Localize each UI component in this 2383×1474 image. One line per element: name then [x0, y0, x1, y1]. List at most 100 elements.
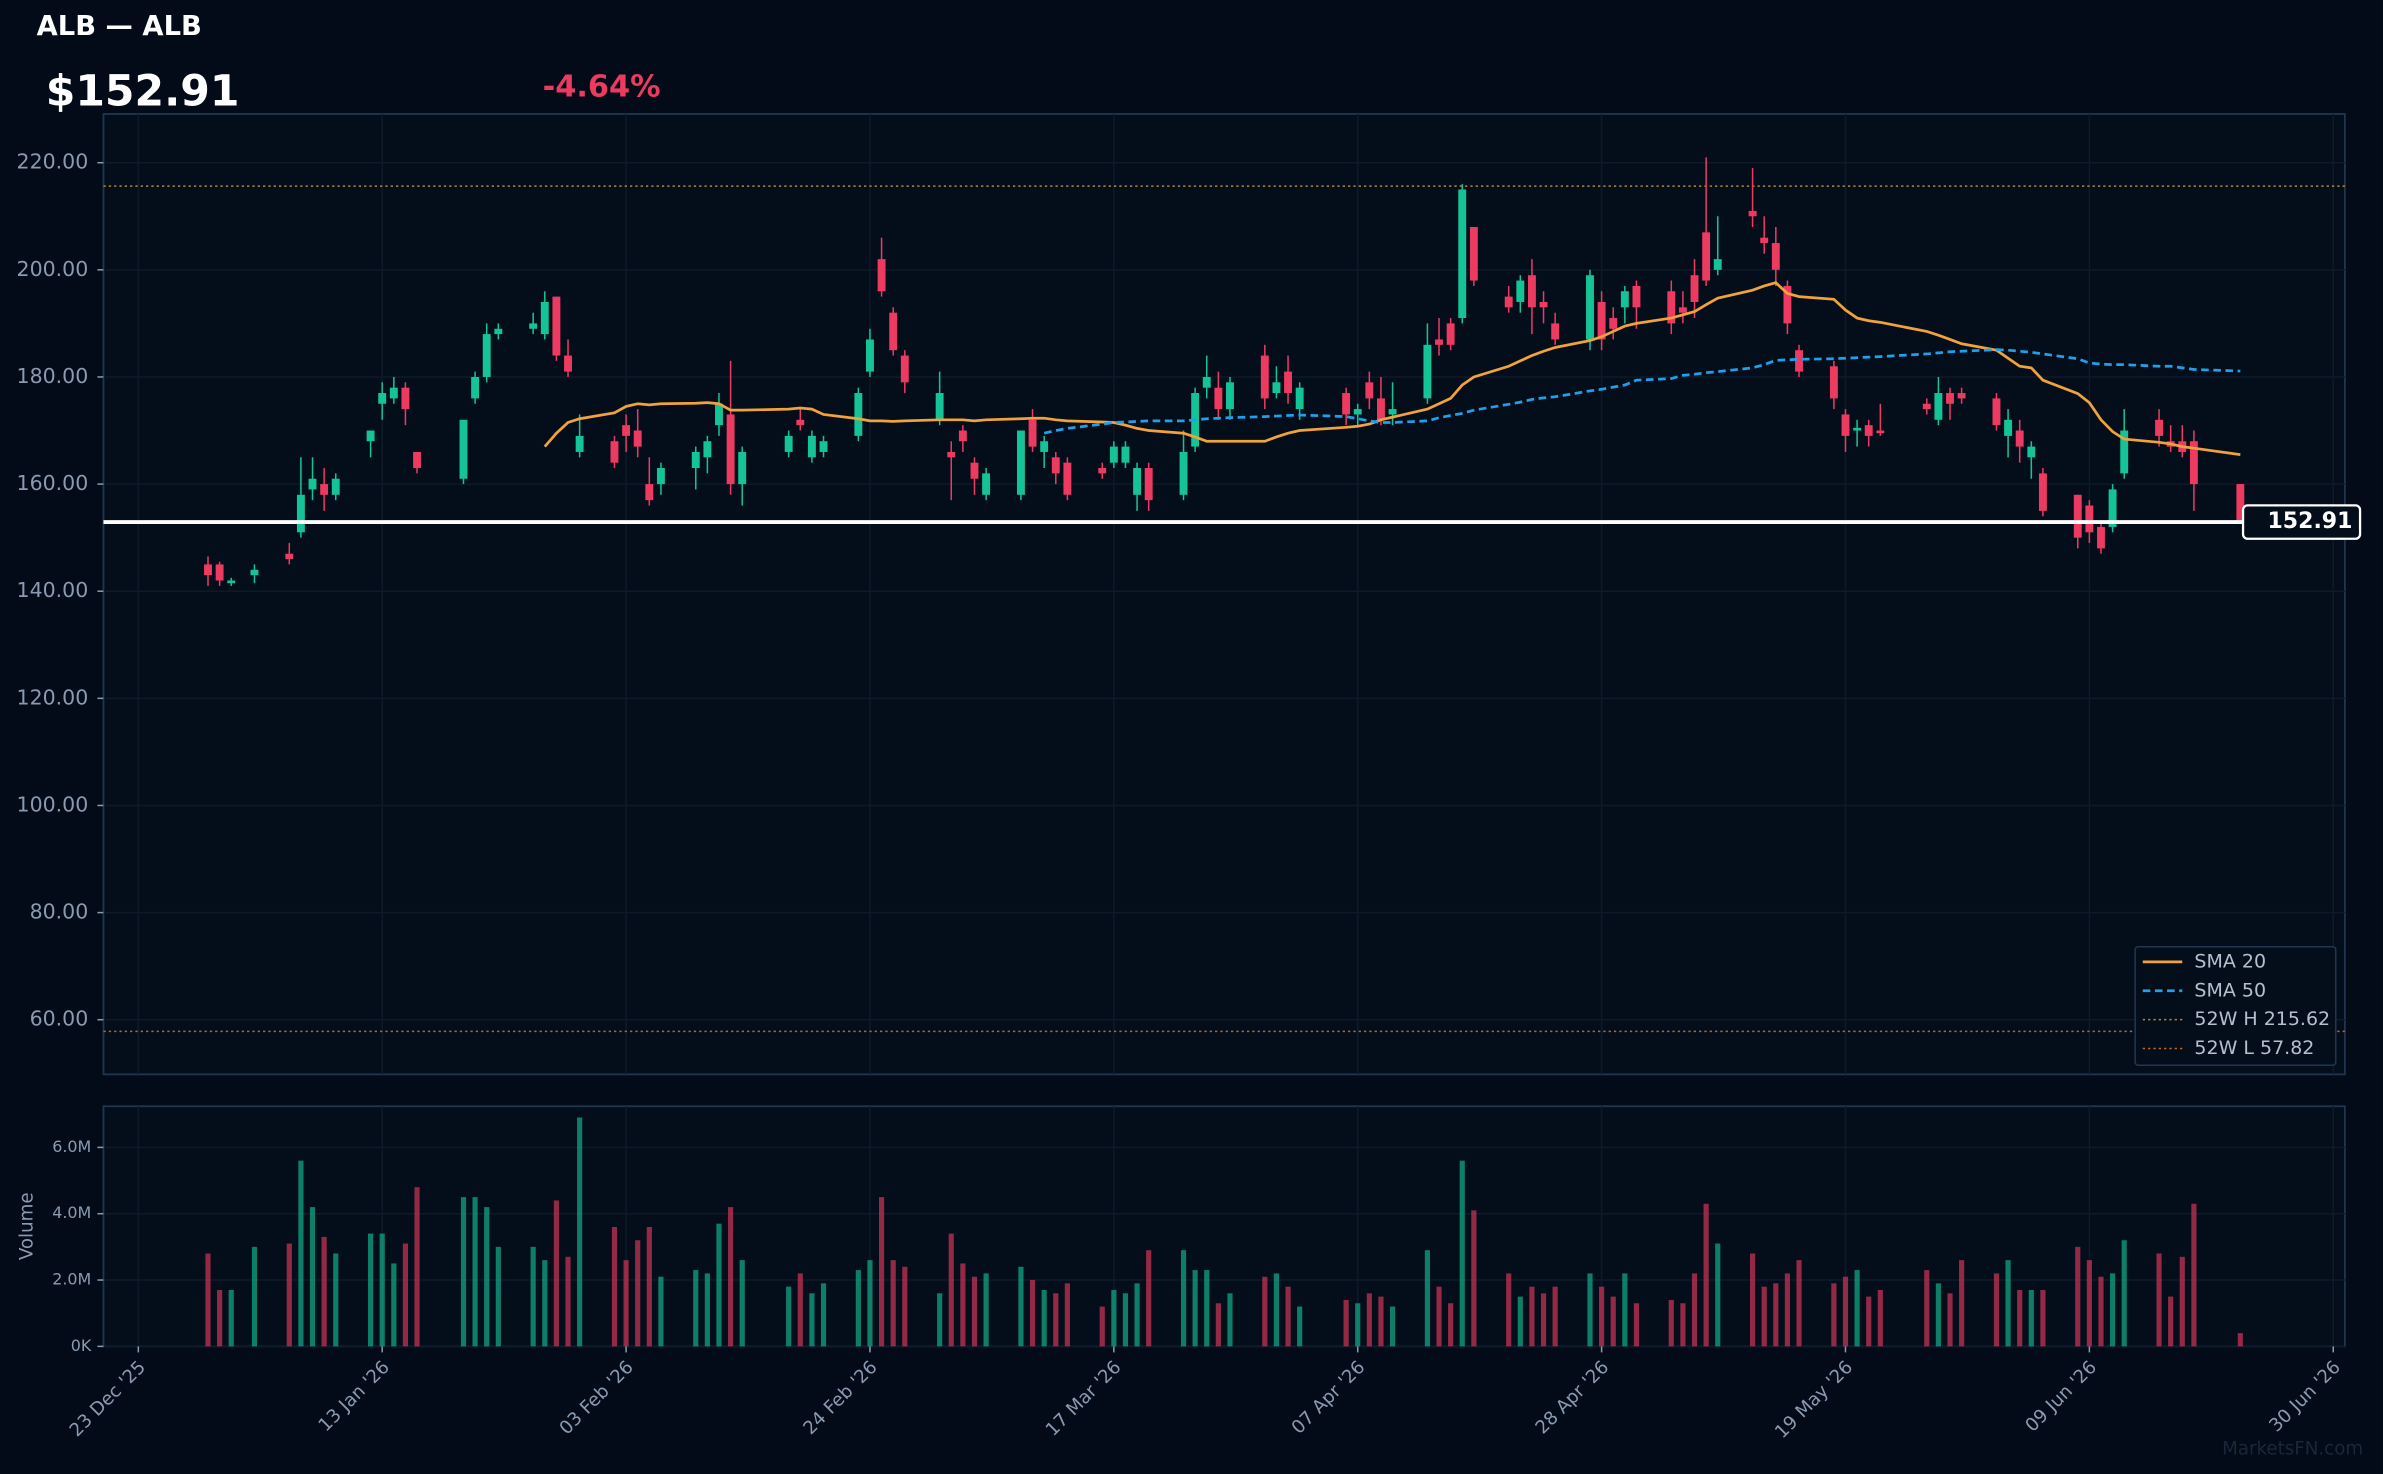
y-tick-label: 140.00 — [17, 578, 89, 602]
candle-body — [819, 441, 828, 452]
volume-bar — [1517, 1296, 1523, 1347]
volume-bar — [1622, 1273, 1628, 1347]
volume-bar — [577, 1117, 583, 1347]
y-tick-label: 60.00 — [30, 1007, 89, 1031]
candle-body — [645, 484, 654, 501]
volume-bar — [1761, 1286, 1767, 1347]
volume-bar — [704, 1273, 710, 1347]
legend-label: SMA 20 — [2194, 950, 2266, 972]
candle-body — [1783, 285, 1792, 324]
candle-body — [877, 259, 886, 292]
volume-bar — [867, 1260, 873, 1347]
y-tick-label: 100.00 — [17, 792, 89, 816]
candle-body — [1632, 285, 1641, 308]
volume-bar — [2179, 1256, 2185, 1347]
y-tick-label: 220.00 — [17, 150, 89, 174]
volume-bar — [553, 1200, 559, 1347]
volume-bar — [251, 1246, 258, 1347]
candle-body — [1864, 425, 1873, 436]
volume-bar — [890, 1260, 896, 1347]
candle-body — [1121, 446, 1130, 463]
candle-body — [1876, 430, 1885, 434]
candle-body — [1946, 393, 1954, 404]
volume-bar — [379, 1233, 385, 1347]
candle-body — [726, 414, 735, 485]
candle-body — [622, 425, 631, 436]
volume-bar — [1993, 1273, 2000, 1347]
volume-bar — [1668, 1299, 1674, 1347]
volume-bar — [658, 1276, 664, 1347]
candle-body — [1957, 393, 1966, 399]
candle-body — [633, 430, 642, 447]
candle-body — [656, 468, 665, 485]
candle-body — [1284, 371, 1292, 394]
candle-body — [250, 569, 259, 576]
candle-body — [1226, 382, 1234, 410]
candle-body — [378, 393, 387, 404]
candle-body — [1260, 355, 1269, 399]
candle-body — [2027, 446, 2036, 458]
volume-bar — [1610, 1296, 1616, 1347]
volume-bar — [2156, 1253, 2162, 1347]
candle-body — [320, 484, 329, 495]
volume-bar — [321, 1236, 327, 1347]
candle-body — [958, 430, 967, 442]
volume-bar — [565, 1256, 571, 1347]
candle-body — [1597, 301, 1606, 340]
y-tick-label: 120.00 — [17, 685, 89, 709]
volume-bar — [309, 1207, 316, 1347]
volume-bar — [2028, 1289, 2034, 1347]
candle-body — [784, 435, 793, 452]
y-tick-label: 80.00 — [30, 900, 89, 924]
candle-body — [889, 312, 898, 351]
candle-body — [1458, 189, 1467, 319]
volume-bar — [983, 1273, 989, 1347]
volume-bar — [1471, 1210, 1477, 1347]
volume-bar — [1424, 1250, 1430, 1347]
volume-tick-label: 6.0M — [52, 1137, 91, 1156]
volume-bar — [1355, 1303, 1361, 1347]
volume-axis-label: Volume — [16, 1192, 37, 1260]
candle-body — [1098, 468, 1107, 474]
volume-bar — [298, 1160, 304, 1347]
candle-body — [308, 478, 317, 490]
candle-body — [1713, 259, 1722, 270]
candle-body — [1504, 296, 1513, 308]
volume-bar — [1529, 1286, 1535, 1347]
volume-bar — [1227, 1293, 1233, 1347]
candle-body — [738, 451, 747, 485]
volume-bar — [1180, 1250, 1187, 1347]
volume-bar — [937, 1293, 943, 1347]
volume-bar — [855, 1270, 861, 1347]
volume-bar — [716, 1223, 722, 1347]
volume-bar — [2005, 1260, 2011, 1347]
candle-body — [1609, 318, 1618, 329]
volume-bar — [1599, 1286, 1605, 1347]
candle-body — [1295, 387, 1304, 410]
candle-body — [471, 376, 480, 399]
candle-body — [1992, 398, 2001, 426]
volume-bar — [2017, 1289, 2023, 1347]
candle-body — [900, 355, 909, 383]
volume-bar — [1773, 1283, 1779, 1347]
candle-body — [1423, 344, 1432, 399]
volume-bar — [1506, 1273, 1512, 1347]
volume-bar — [1842, 1276, 1849, 1347]
candle-body — [1272, 382, 1281, 394]
legend-label: 52W L 57.82 — [2194, 1037, 2314, 1059]
price: $152.91 — [46, 68, 240, 117]
candle-body — [1051, 457, 1060, 474]
volume-bar — [623, 1260, 629, 1347]
candle-body — [1133, 468, 1142, 495]
change: -4.64% — [543, 70, 661, 105]
candle-body — [494, 328, 503, 335]
volume-tick-label: 2.0M — [52, 1270, 91, 1289]
candle-body — [227, 580, 236, 584]
candle-body — [1551, 323, 1560, 340]
volume-bar — [1192, 1270, 1198, 1347]
candle-body — [982, 473, 991, 495]
candle-body — [1365, 382, 1374, 399]
candle-body — [482, 334, 491, 377]
volume-bar — [739, 1260, 745, 1347]
volume-bar — [2040, 1289, 2046, 1347]
